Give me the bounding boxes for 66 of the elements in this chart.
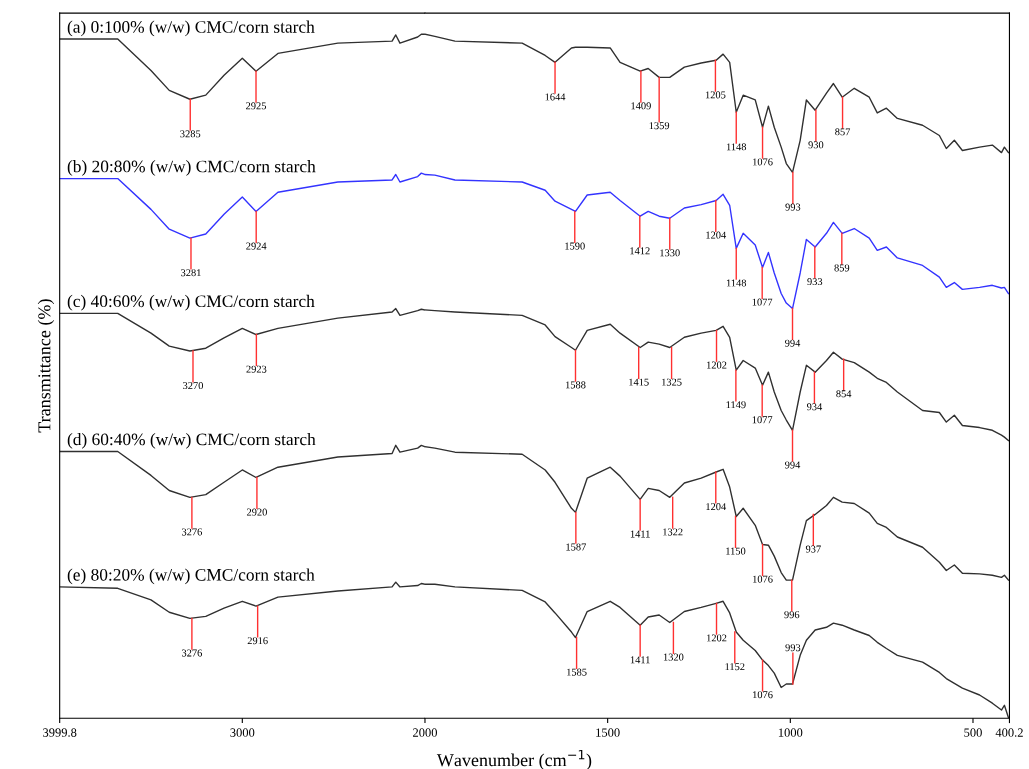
annotation: 1076 bbox=[753, 575, 773, 583]
annotation: 1077 bbox=[752, 416, 773, 424]
annotation: 1411 bbox=[630, 656, 650, 664]
annotation: 2924 bbox=[246, 242, 267, 250]
annotation: 1204 bbox=[706, 503, 727, 511]
x-tick-label: 3999.8 bbox=[43, 728, 77, 737]
annotation: 854 bbox=[836, 390, 852, 398]
x-tick-label: 3000 bbox=[230, 728, 255, 737]
x-tick-label: 1500 bbox=[596, 728, 620, 737]
annotation: 994 bbox=[785, 461, 801, 469]
annotation: 2923 bbox=[246, 365, 267, 373]
annotation: 1409 bbox=[631, 102, 651, 110]
x-tick-label: 400.2 bbox=[995, 728, 1023, 737]
series-label: (a) 0:100% (w/w) CMC/corn starch bbox=[67, 20, 315, 37]
annotation: 3281 bbox=[181, 269, 201, 277]
annotation: 1152 bbox=[725, 663, 745, 671]
annotation: 3270 bbox=[183, 382, 204, 390]
annotation: 857 bbox=[835, 128, 851, 136]
annotation: 930 bbox=[808, 141, 824, 149]
annotation: 1148 bbox=[726, 143, 747, 151]
annotation: 934 bbox=[806, 403, 823, 411]
annotation: 859 bbox=[834, 264, 850, 272]
annotation: 1202 bbox=[707, 361, 727, 369]
annotation: 1204 bbox=[706, 231, 727, 239]
annotation: 1411 bbox=[630, 530, 650, 538]
series-label: (e) 80:20% (w/w) CMC/corn starch bbox=[67, 568, 315, 585]
annotation: 1590 bbox=[565, 242, 585, 250]
series-label: (d) 60:40% (w/w) CMC/corn starch bbox=[67, 433, 316, 449]
x-tick-label: 500 bbox=[964, 728, 982, 737]
annotation: 996 bbox=[784, 611, 800, 619]
annotation: 3276 bbox=[181, 649, 202, 657]
annotation: 2916 bbox=[247, 637, 268, 645]
annotation: 1202 bbox=[707, 634, 727, 642]
series-label: (c) 40:60% (w/w) CMC/corn starch bbox=[67, 294, 315, 311]
annotation: 1359 bbox=[649, 122, 670, 130]
annotation: 994 bbox=[785, 339, 801, 347]
annotation: 1148 bbox=[726, 279, 747, 287]
annotation: 1325 bbox=[662, 378, 682, 386]
annotation: 1415 bbox=[629, 378, 649, 386]
annotation: 1076 bbox=[753, 158, 773, 166]
x-tick-label: 1000 bbox=[778, 728, 803, 737]
y-axis-title: Transmittance (%) bbox=[37, 299, 55, 433]
annotation: 3276 bbox=[181, 528, 202, 536]
annotation: 1330 bbox=[660, 249, 680, 257]
annotation: 1320 bbox=[663, 653, 684, 661]
annotation: 1150 bbox=[726, 547, 746, 555]
annotation: 2920 bbox=[246, 508, 267, 516]
series-label: (b) 20:80% (w/w) CMC/corn starch bbox=[67, 160, 316, 176]
annotation: 1077 bbox=[752, 298, 773, 306]
annotation: 1644 bbox=[545, 93, 566, 101]
annotation: 1322 bbox=[663, 528, 683, 536]
annotation: 1205 bbox=[705, 91, 726, 99]
annotation: 993 bbox=[785, 644, 801, 652]
annotation: 1587 bbox=[566, 543, 586, 551]
x-tick-label: 2000 bbox=[413, 728, 437, 737]
annotation: 993 bbox=[785, 203, 801, 211]
annotation: 2925 bbox=[246, 102, 267, 110]
annotation: 1149 bbox=[726, 401, 746, 409]
annotation: 933 bbox=[807, 278, 823, 286]
annotation: 1588 bbox=[566, 381, 586, 389]
annotation: 937 bbox=[805, 545, 821, 553]
x-axis-title: Wavenumber (cm$^{−1}$) bbox=[436, 749, 592, 769]
annotation: 1412 bbox=[630, 247, 650, 255]
annotation: 1585 bbox=[567, 668, 587, 676]
annotation: 3285 bbox=[180, 130, 201, 138]
annotation: 1076 bbox=[753, 691, 773, 699]
